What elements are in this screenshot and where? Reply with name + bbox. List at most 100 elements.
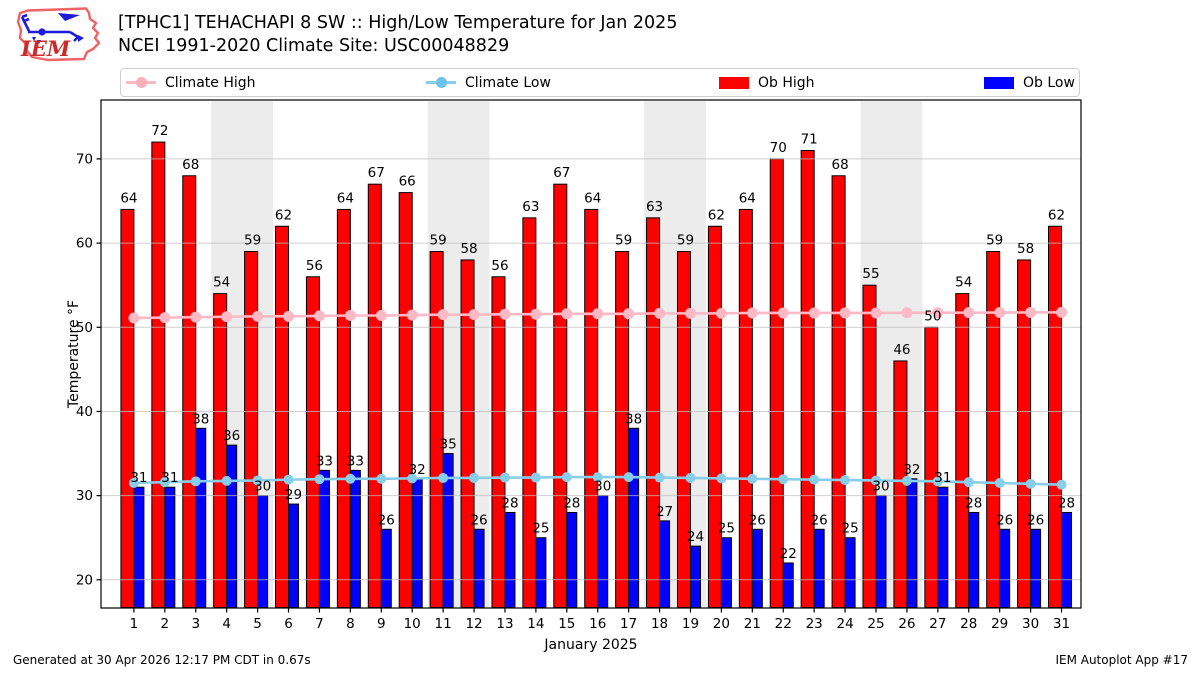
low-value-label: 33 (347, 453, 364, 469)
iem-logo: IEM (8, 4, 108, 66)
ob-high-patch-swatch-icon (719, 76, 749, 89)
high-value-label: 63 (522, 199, 539, 215)
high-value-label: 66 (399, 174, 416, 190)
ob-high-bar (769, 158, 784, 608)
x-tick-label: 22 (775, 616, 792, 632)
climate-high-line (128, 306, 1068, 324)
low-value-label: 24 (687, 529, 704, 545)
ob-high-bar (213, 293, 228, 608)
ob-low-bar (813, 528, 825, 608)
ob-low-bar (411, 478, 423, 608)
high-value-label: 59 (615, 233, 632, 249)
ob-high-bar (986, 251, 1001, 609)
high-value-label: 54 (955, 275, 972, 291)
value-labels: 64 31 72 31 68 38 54 36 59 30 62 29 56 33 64 33 67 26 66 32… (120, 123, 1075, 562)
gridlines (101, 158, 1081, 581)
low-value-label: 38 (625, 411, 642, 427)
x-tick-label: 14 (527, 616, 544, 632)
low-value-label: 35 (440, 437, 457, 453)
x-tick-label: 28 (960, 616, 977, 632)
iem-logo-text: IEM (20, 36, 71, 61)
x-tick-label: 19 (682, 616, 699, 632)
x-tick-label: 8 (346, 616, 355, 632)
legend-item-ob-high: Ob High (719, 69, 815, 96)
ob-low-bar (1061, 511, 1073, 608)
ob-high-bar (305, 276, 320, 608)
low-value-label: 33 (316, 453, 333, 469)
low-value-label: 28 (965, 495, 982, 511)
y-tick-label: 70 (76, 151, 93, 167)
ob-low-bar (318, 469, 330, 609)
high-value-label: 70 (770, 140, 787, 156)
x-tick-label: 9 (377, 616, 386, 632)
low-value-label: 38 (192, 411, 209, 427)
y-tick-label: 50 (76, 320, 93, 336)
low-value-label: 26 (996, 512, 1013, 528)
ob-low-bar (504, 511, 516, 608)
low-value-label: 32 (903, 462, 920, 478)
ob-low-bar (751, 528, 763, 608)
ob-high-bar (955, 293, 970, 608)
high-value-label: 72 (151, 123, 168, 139)
ob-high-bar (522, 217, 537, 609)
ob-low-bar (195, 427, 207, 608)
ob-high-bar (924, 326, 939, 608)
y-tick-label: 40 (76, 404, 93, 420)
low-value-label: 25 (532, 521, 549, 537)
high-value-label: 64 (584, 190, 601, 206)
ob-high-bar (429, 251, 444, 609)
generated-timestamp: Generated at 30 Apr 2026 12:17 PM CDT in… (13, 653, 311, 667)
high-value-label: 59 (244, 233, 261, 249)
ob-low-bar (380, 528, 392, 608)
ob-high-bar (336, 208, 351, 608)
page-title: [TPHC1] TEHACHAPI 8 SW :: High/Low Tempe… (118, 13, 678, 33)
ob-low-bar (999, 528, 1011, 608)
low-value-label: 30 (594, 479, 611, 495)
chart-legend: Climate High Climate Low Ob High Ob Low (120, 68, 1080, 97)
high-value-label: 58 (460, 241, 477, 257)
legend-label: Ob Low (1023, 74, 1075, 91)
ob-low-bar (906, 478, 918, 608)
ob-low-bar (349, 469, 361, 609)
x-axis-label: January 2025 (543, 637, 637, 653)
high-value-label: 55 (862, 266, 879, 282)
low-value-label: 25 (718, 521, 735, 537)
x-tick-label: 30 (1022, 616, 1039, 632)
ob-high-bar (1048, 225, 1063, 608)
ob-high-bar (584, 208, 599, 608)
low-value-label: 29 (285, 487, 302, 503)
x-tick-label: 3 (191, 616, 200, 632)
ob-high-bar (862, 284, 877, 608)
low-value-label: 36 (223, 428, 240, 444)
y-tick-label: 60 (76, 236, 93, 252)
high-value-label: 62 (708, 207, 725, 223)
high-value-label: 64 (337, 190, 354, 206)
high-value-label: 56 (491, 258, 508, 274)
ob-high-bar (615, 251, 630, 609)
ob-high-bar (275, 225, 290, 608)
low-value-label: 26 (1027, 512, 1044, 528)
legend-item-climate-high: Climate High (126, 69, 256, 96)
x-tick-label: 21 (744, 616, 761, 632)
x-tick-label: 11 (435, 616, 452, 632)
weathervane-icon (20, 13, 79, 42)
high-value-label: 63 (646, 199, 663, 215)
low-value-label: 32 (409, 462, 426, 478)
low-value-label: 30 (872, 479, 889, 495)
chart-header: [TPHC1] TEHACHAPI 8 SW :: High/Low Tempe… (118, 12, 677, 58)
ob-low-bar (164, 486, 176, 608)
high-value-label: 50 (924, 308, 941, 324)
climate-low-line (128, 472, 1067, 490)
ob-low-bar (689, 545, 701, 609)
ob-high-bar (182, 175, 197, 608)
y-tick-label: 30 (76, 488, 93, 504)
low-value-label: 30 (254, 479, 271, 495)
low-value-label: 27 (656, 504, 673, 520)
app-credit: IEM Autoplot App #17 (1055, 653, 1188, 667)
ob-low-bar (288, 503, 300, 609)
ob-high-bar (553, 183, 568, 609)
ob-high-bar (646, 217, 661, 609)
